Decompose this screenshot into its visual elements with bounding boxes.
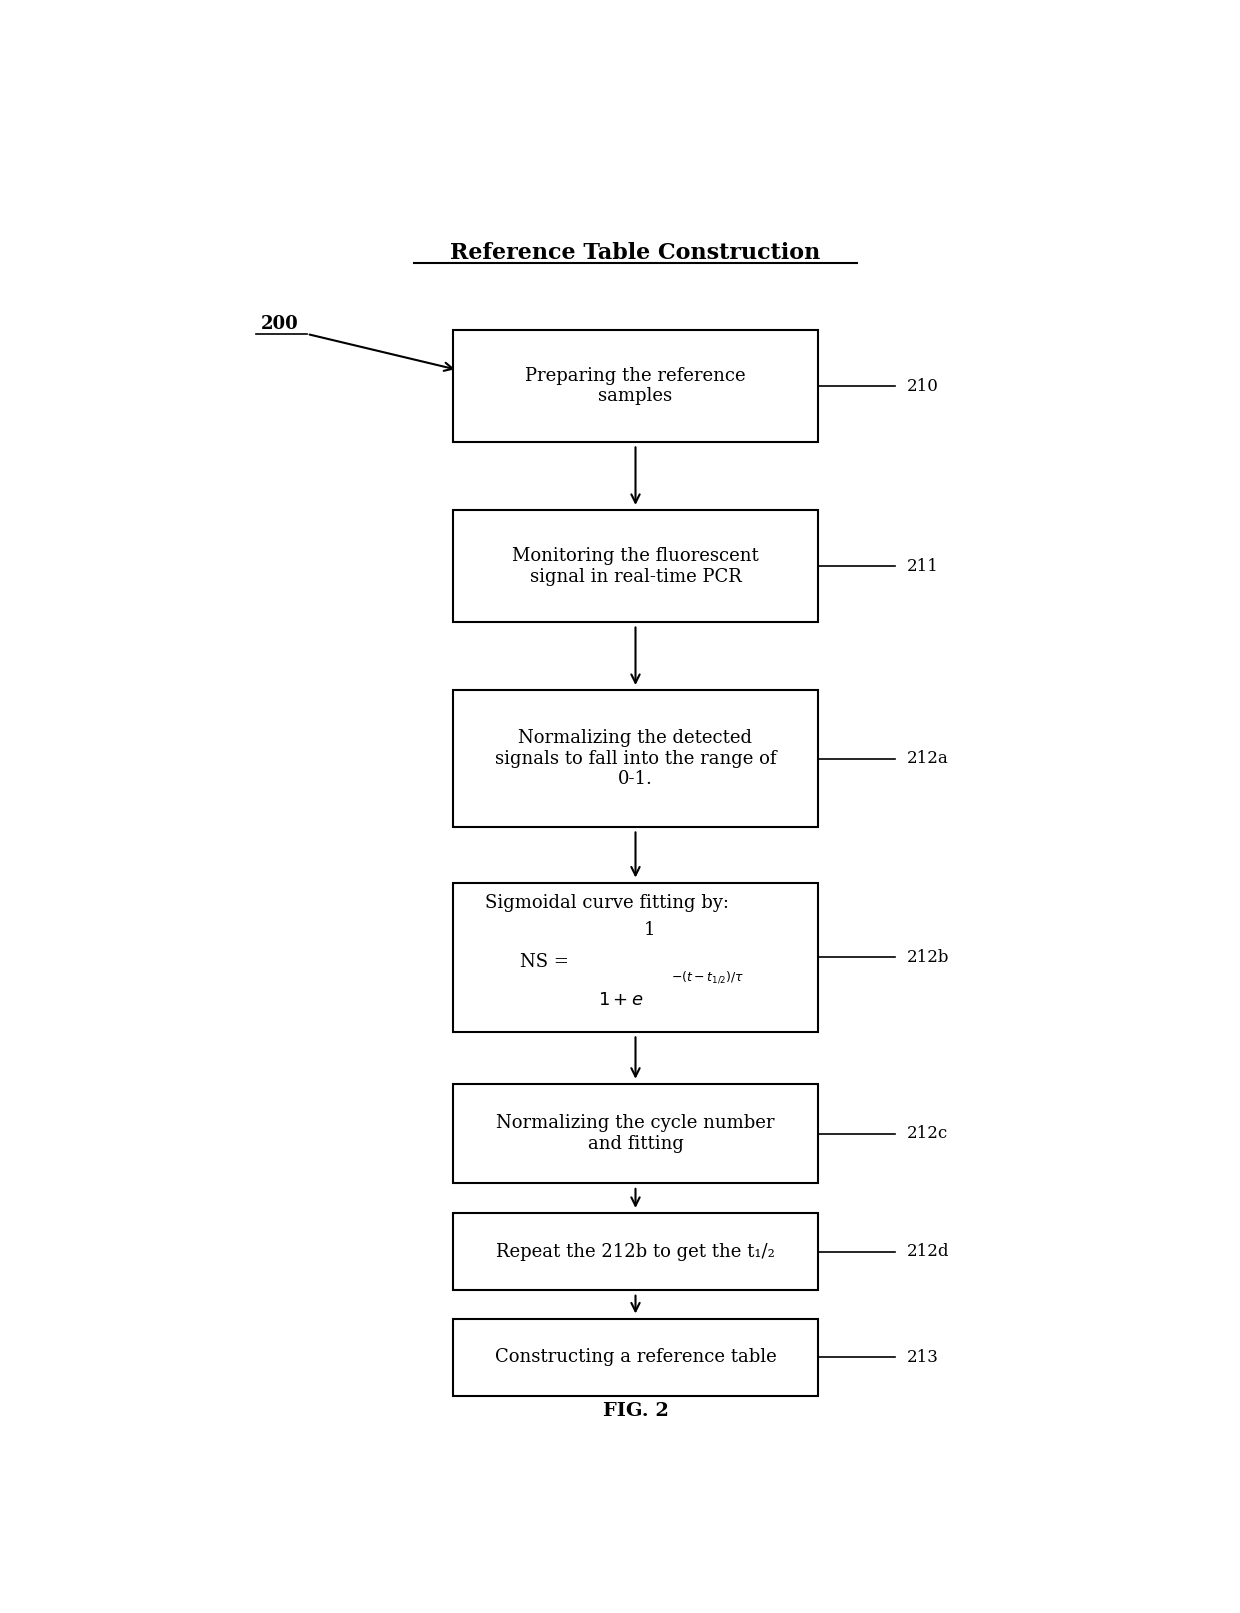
Text: 212a: 212a — [906, 750, 949, 768]
Text: 213: 213 — [906, 1348, 939, 1366]
Text: 212c: 212c — [906, 1126, 947, 1142]
FancyBboxPatch shape — [453, 1213, 818, 1290]
Text: $-(t-t_{1/2})/\tau$: $-(t-t_{1/2})/\tau$ — [671, 969, 744, 986]
Text: Normalizing the detected
signals to fall into the range of
0-1.: Normalizing the detected signals to fall… — [495, 729, 776, 789]
Text: 212d: 212d — [906, 1244, 949, 1260]
FancyBboxPatch shape — [453, 1319, 818, 1395]
Text: 210: 210 — [906, 377, 939, 395]
Text: 1: 1 — [644, 921, 656, 939]
Text: Preparing the reference
samples: Preparing the reference samples — [526, 366, 745, 405]
Text: NS =: NS = — [520, 953, 569, 971]
Text: Reference Table Construction: Reference Table Construction — [450, 242, 821, 265]
FancyBboxPatch shape — [453, 1084, 818, 1184]
Text: 212b: 212b — [906, 948, 949, 966]
Text: Repeat the 212b to get the t₁/₂: Repeat the 212b to get the t₁/₂ — [496, 1242, 775, 1261]
Text: $1 + e$: $1 + e$ — [598, 990, 644, 1008]
Text: 211: 211 — [906, 558, 939, 574]
Text: Monitoring the fluorescent
signal in real-time PCR: Monitoring the fluorescent signal in rea… — [512, 547, 759, 586]
Text: Normalizing the cycle number
and fitting: Normalizing the cycle number and fitting — [496, 1115, 775, 1153]
FancyBboxPatch shape — [453, 510, 818, 623]
FancyBboxPatch shape — [453, 331, 818, 442]
FancyBboxPatch shape — [453, 882, 818, 1032]
Text: 200: 200 — [262, 315, 299, 332]
Text: Sigmoidal curve fitting by:: Sigmoidal curve fitting by: — [485, 894, 729, 911]
Text: Constructing a reference table: Constructing a reference table — [495, 1348, 776, 1366]
Text: FIG. 2: FIG. 2 — [603, 1402, 668, 1419]
FancyBboxPatch shape — [453, 690, 818, 827]
